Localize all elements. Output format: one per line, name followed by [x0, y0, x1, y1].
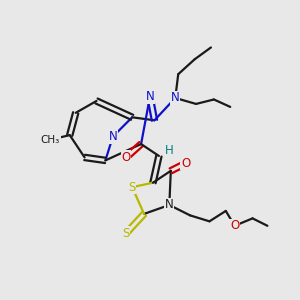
Text: O: O — [122, 151, 131, 164]
Text: H: H — [165, 143, 174, 157]
Text: O: O — [230, 219, 239, 232]
Text: O: O — [181, 157, 190, 170]
Text: N: N — [165, 199, 174, 212]
Text: S: S — [128, 181, 136, 194]
Text: N: N — [146, 90, 154, 103]
Text: N: N — [171, 92, 180, 104]
Text: S: S — [122, 227, 130, 240]
Text: N: N — [109, 130, 117, 143]
Text: CH₃: CH₃ — [41, 135, 60, 145]
